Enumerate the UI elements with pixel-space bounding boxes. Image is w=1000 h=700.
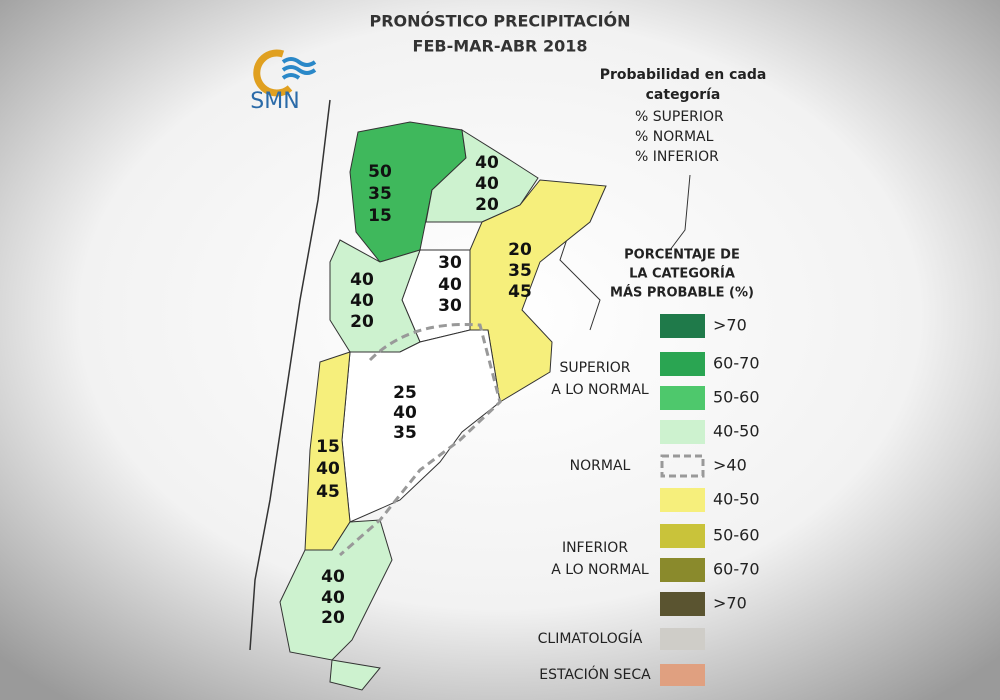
- map: [279, 121, 607, 691]
- swatch: [660, 314, 705, 338]
- range-label: >40: [713, 456, 747, 475]
- region-inferior: 20: [475, 195, 499, 215]
- region-normal: 40: [321, 588, 345, 608]
- region-normal: 40: [438, 275, 462, 295]
- region-superior: 50: [368, 162, 392, 182]
- range-label: >70: [713, 594, 747, 613]
- region-superior: 40: [350, 270, 374, 290]
- region-inferior: 45: [508, 282, 532, 302]
- swatch: [660, 386, 705, 410]
- legend-key: Probabilidad en cada categoría % SUPERIO…: [600, 67, 767, 165]
- dry-season-label: ESTACIÓN SECA: [539, 665, 651, 683]
- logo-text: SMN: [250, 89, 299, 114]
- logo: SMN: [250, 49, 317, 114]
- region-inferior: 20: [321, 608, 345, 628]
- legend-key-row: % INFERIOR: [635, 149, 719, 165]
- legend-key-row: % SUPERIOR: [635, 109, 724, 125]
- subtitle: FEB-MAR-ABR 2018: [413, 37, 588, 56]
- region-inferior: 35: [393, 423, 417, 443]
- swatch: [660, 628, 705, 650]
- group-label: A LO NORMAL: [551, 562, 649, 578]
- region-normal: 40: [350, 291, 374, 311]
- region-superior: 25: [393, 383, 417, 403]
- region-south: [279, 519, 393, 661]
- swatch: [660, 488, 705, 512]
- region-inferior: 45: [316, 482, 340, 502]
- swatch: [660, 524, 705, 548]
- region-normal: 40: [475, 174, 499, 194]
- scale-title: LA CATEGORÍA: [629, 266, 735, 282]
- region-superior: 20: [508, 240, 532, 260]
- swatch: [660, 352, 705, 376]
- chile-coast: [249, 99, 331, 651]
- region-labels: 50 35 15 40 40 20 30 40 30 40 40 20 20 3…: [316, 153, 532, 628]
- swatch: [660, 454, 705, 478]
- scale-title: MÁS PROBABLE (%): [610, 285, 754, 301]
- region-superior: 15: [316, 437, 340, 457]
- region-superior: 40: [321, 567, 345, 587]
- region-superior: 40: [475, 153, 499, 173]
- region-inferior: 30: [438, 296, 462, 316]
- legend-key-title: Probabilidad en cada: [600, 67, 767, 83]
- group-label: SUPERIOR: [559, 360, 630, 376]
- scale-title: PORCENTAJE DE: [624, 248, 740, 263]
- group-label: INFERIOR: [562, 540, 628, 556]
- region-normal: 40: [393, 403, 417, 423]
- range-label: 40-50: [713, 422, 760, 441]
- range-label: 60-70: [713, 354, 760, 373]
- legend-key-title: categoría: [646, 87, 721, 103]
- region-tierra-del-fuego: [329, 659, 381, 691]
- range-label: 50-60: [713, 526, 760, 545]
- swatch: [660, 420, 705, 444]
- range-label: >70: [713, 316, 747, 335]
- region-normal: 40: [316, 459, 340, 479]
- normal-boundary: [339, 322, 502, 557]
- range-label: 50-60: [713, 388, 760, 407]
- swatch: [660, 558, 705, 582]
- group-label: A LO NORMAL: [551, 382, 649, 398]
- swatch: [660, 664, 705, 686]
- range-label: 60-70: [713, 560, 760, 579]
- group-label: NORMAL: [570, 458, 631, 474]
- scale: PORCENTAJE DE LA CATEGORÍA MÁS PROBABLE …: [538, 248, 760, 686]
- region-normal: 35: [368, 184, 392, 204]
- title: PRONÓSTICO PRECIPITACIÓN: [369, 12, 630, 31]
- region-normal: 35: [508, 261, 532, 281]
- legend-key-row: % NORMAL: [635, 129, 714, 145]
- region-inferior: 15: [368, 206, 392, 226]
- range-label: 40-50: [713, 490, 760, 509]
- region-superior: 30: [438, 253, 462, 273]
- swatch: [660, 592, 705, 616]
- climatology-label: CLIMATOLOGÍA: [538, 630, 643, 647]
- region-inferior: 20: [350, 312, 374, 332]
